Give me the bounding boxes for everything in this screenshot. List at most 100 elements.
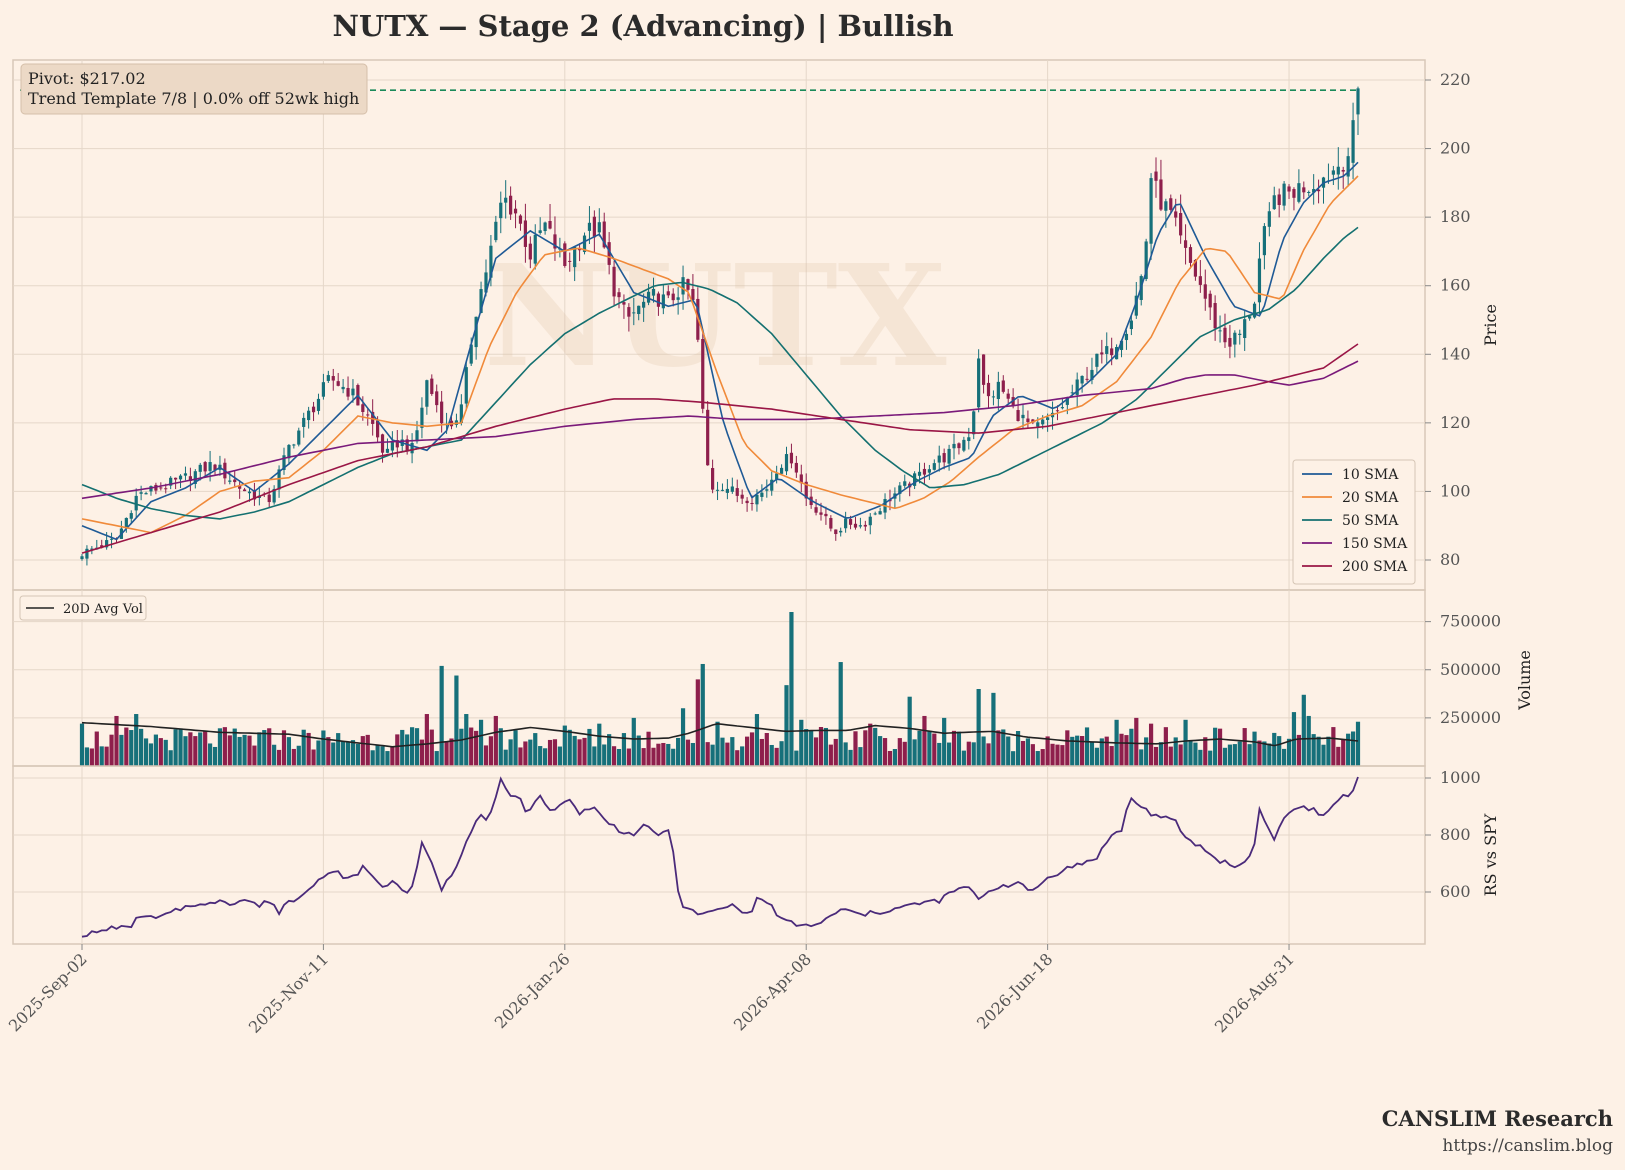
candle-body (533, 234, 537, 264)
volume-bar (380, 746, 385, 766)
volume-bar (478, 719, 484, 766)
candle-body (1341, 169, 1345, 172)
volume-bar (409, 727, 415, 766)
candle-body (646, 291, 651, 303)
volume-bar (183, 736, 188, 766)
volume-bar (119, 734, 124, 766)
volume-bar (1286, 738, 1292, 766)
volume-bar (779, 741, 784, 766)
candle-body (587, 222, 592, 231)
candle-body (927, 469, 931, 473)
price-panel: NUTX 80 100 120 140 160 180 200 220 Price Pivot… (12, 59, 1500, 591)
volume-bar (730, 737, 735, 766)
volume-bar (567, 729, 572, 766)
avg-vol-legend: 20D Avg Vol (19, 595, 147, 621)
price-ytick-label-160: 160 (1440, 276, 1471, 295)
volume-bar (868, 723, 873, 766)
candle-body (390, 442, 394, 451)
volume-bar (597, 723, 602, 766)
volume-bar (390, 746, 395, 766)
candle-body (341, 386, 345, 390)
legend-label-avg-vol: 20D Avg Vol (63, 602, 143, 617)
volume-bar (956, 731, 962, 766)
candle-body (1174, 211, 1178, 218)
candle-body (996, 381, 1000, 400)
candle-body (568, 260, 572, 262)
volume-bar (1178, 744, 1183, 766)
volume-ytick-label-250000: 250000 (1440, 708, 1501, 727)
volume-bar (1060, 745, 1065, 766)
volume-bar (1208, 750, 1213, 766)
chart-title: NUTX — Stage 2 (Advancing) | Bullish (332, 9, 953, 43)
candle-body (819, 512, 823, 515)
volume-bar (1227, 744, 1233, 766)
volume-bar (326, 737, 331, 766)
candle-body (188, 476, 192, 482)
candle-body (829, 518, 833, 529)
candle-body (1006, 393, 1010, 399)
volume-bar (799, 719, 804, 766)
candle-body (720, 489, 725, 491)
volume-bar (134, 714, 139, 766)
volume-bar (981, 736, 986, 766)
volume-bar (508, 739, 513, 766)
footer-brand: CANSLIM Research (1381, 1106, 1613, 1131)
volume-bar (1336, 746, 1341, 766)
candle-body (986, 382, 991, 397)
candle-body (282, 455, 286, 471)
candle-body (750, 502, 754, 504)
candle-body (848, 519, 853, 525)
volume-bar (1217, 728, 1223, 766)
footer-url[interactable]: https://canslim.blog (1442, 1136, 1613, 1156)
volume-bar (1257, 740, 1262, 766)
volume-bar (538, 746, 543, 766)
rs-ytick-label-800: 800 (1440, 825, 1471, 844)
volume-bar (1035, 751, 1040, 766)
volume-bar (193, 736, 198, 766)
volume-bar (1262, 741, 1267, 766)
candle-body (775, 473, 779, 480)
candle-body (898, 485, 902, 494)
volume-bar (232, 728, 237, 766)
candle-body (164, 488, 168, 490)
candle-body (183, 473, 188, 476)
volume-bar (666, 743, 671, 766)
volume-bar (222, 727, 227, 766)
volume-bar (1139, 749, 1144, 766)
volume-bar (1070, 736, 1075, 766)
volume-y-ticks: 250000 500000 750000 (1425, 612, 1501, 727)
candle-body (868, 516, 872, 526)
volume-bar (922, 715, 927, 766)
candle-body (464, 367, 468, 404)
candle-body (124, 517, 128, 529)
volume-bar (79, 723, 85, 766)
volume-bar (1355, 721, 1361, 766)
volume-bar (242, 734, 247, 766)
volume-bar (764, 733, 769, 766)
volume-bar (1341, 739, 1346, 766)
volume-bar (626, 748, 631, 766)
volume-bar (1015, 731, 1021, 766)
candle-body (159, 487, 163, 489)
volume-bar (769, 744, 774, 766)
volume-bar (341, 741, 346, 766)
volume-bar (710, 744, 715, 766)
volume-bar (971, 742, 976, 766)
volume-bar (533, 733, 538, 766)
candle-body (316, 398, 321, 411)
candle-body (484, 272, 488, 293)
candle-body (410, 442, 414, 454)
candle-body (932, 463, 936, 470)
volume-bar (986, 743, 991, 766)
volume-bar (94, 731, 99, 766)
candle-body (326, 375, 330, 381)
volume-bar (843, 742, 848, 766)
candle-body (607, 242, 611, 265)
volume-bar (966, 741, 971, 766)
candle-body (1316, 189, 1321, 192)
volume-bar (370, 750, 375, 766)
volume-bar (1134, 717, 1139, 766)
volume-bar (705, 742, 710, 766)
candle-body (1307, 191, 1311, 193)
volume-bar (355, 743, 360, 766)
